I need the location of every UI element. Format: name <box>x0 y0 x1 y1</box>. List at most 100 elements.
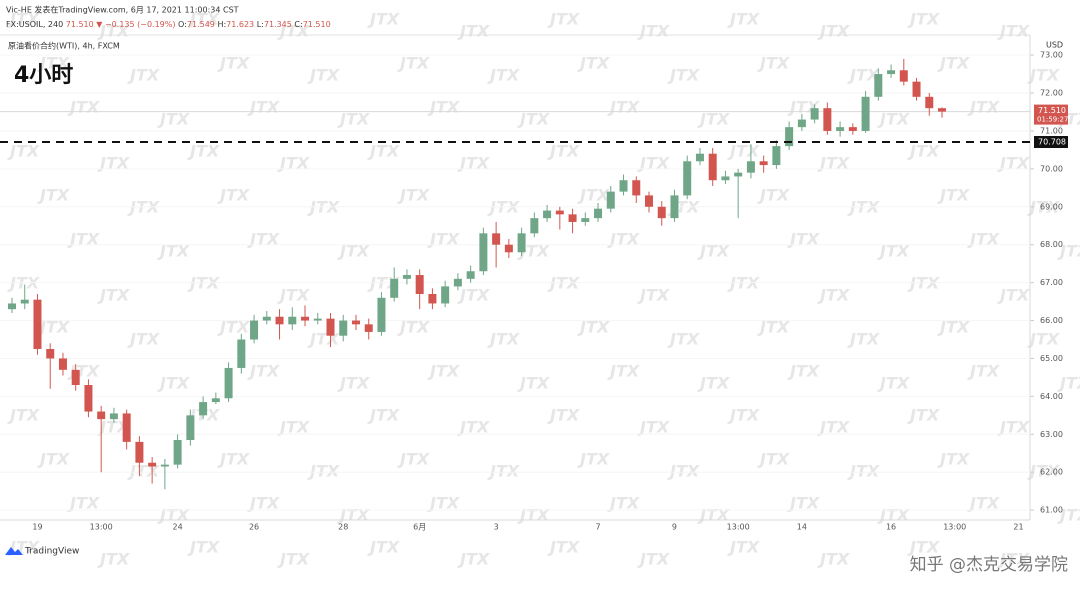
ohlc-value: 71.345 <box>264 20 292 29</box>
candle-body <box>632 180 641 196</box>
ohlc-value: 71.510 <box>303 20 331 29</box>
candle-body <box>581 218 590 222</box>
x-tick-label: 14 <box>797 523 807 532</box>
candle-body <box>759 161 768 166</box>
watermark: JTX <box>847 66 880 85</box>
watermark: JTX <box>907 142 940 161</box>
annotation: 4小时 <box>14 63 73 88</box>
x-tick-label: 16 <box>886 523 896 532</box>
candle-body <box>301 316 310 321</box>
candle-body <box>504 244 513 253</box>
watermark: JTX <box>427 98 460 117</box>
watermark: JTX <box>547 10 580 29</box>
watermark: JTX <box>937 186 970 205</box>
watermark: JTX <box>367 538 400 557</box>
x-tick-label: 13:00 <box>90 523 113 532</box>
watermark: JTX <box>1027 330 1060 349</box>
watermark: JTX <box>427 494 460 513</box>
watermark: JTX <box>727 142 760 161</box>
watermark: JTX <box>667 66 700 85</box>
plot <box>0 54 1030 511</box>
candle-body <box>810 108 819 120</box>
watermark: JTX <box>637 550 670 569</box>
candle-body <box>746 161 755 173</box>
candle-body <box>46 348 55 359</box>
level-label: 70.708 <box>1038 138 1066 147</box>
y-tick-label: 73.00 <box>1040 51 1063 60</box>
watermark: JTX <box>997 418 1030 437</box>
watermark: JTX <box>847 330 880 349</box>
watermark: JTX <box>697 506 730 525</box>
ohlc-key: L: <box>257 20 264 29</box>
watermark: JTX <box>67 98 100 117</box>
watermark: JTX <box>487 330 520 349</box>
candle-body <box>797 119 806 128</box>
watermark: JTX <box>97 418 130 437</box>
watermark: JTX <box>667 330 700 349</box>
watermark: JTX <box>1057 242 1080 261</box>
watermark: JTX <box>217 54 250 73</box>
candle-body <box>122 413 131 442</box>
watermark: JTX <box>457 286 490 305</box>
watermark: JTX <box>457 154 490 173</box>
candle-body <box>33 299 42 349</box>
chart-title: 原油看价合约(WTI), 4h, FXCM <box>8 41 120 51</box>
watermark: JTX <box>847 462 880 481</box>
watermark: JTX <box>1057 374 1080 393</box>
candle-body <box>734 172 743 177</box>
watermark: JTX <box>967 494 1000 513</box>
candle-body <box>441 286 450 304</box>
y-tick-label: 63.00 <box>1040 430 1063 439</box>
watermark: JTX <box>427 230 460 249</box>
watermark: JTX <box>517 506 550 525</box>
candle-body <box>97 411 106 420</box>
watermark: JTX <box>247 494 280 513</box>
watermark: JTX <box>487 462 520 481</box>
watermark: JTX <box>787 494 820 513</box>
candle-body <box>339 320 348 336</box>
watermark: JTX <box>97 286 130 305</box>
candle-body <box>160 464 169 467</box>
watermark: JTX <box>967 230 1000 249</box>
candle-body <box>377 297 386 332</box>
watermark: JTX <box>337 242 370 261</box>
watermark: JTX <box>967 98 1000 117</box>
candle-body <box>899 70 908 82</box>
candle-body <box>326 318 335 336</box>
watermark: JTX <box>1027 462 1060 481</box>
watermark: JTX <box>307 66 340 85</box>
candle-body <box>224 367 233 399</box>
x-tick-label: 24 <box>173 523 183 532</box>
last-price-box <box>1034 104 1068 125</box>
watermark: JTX <box>907 406 940 425</box>
watermark: JTX <box>277 154 310 173</box>
watermark: JTX <box>607 98 640 117</box>
candle-body <box>186 415 195 440</box>
candle-body <box>364 324 373 332</box>
y-tick-label: 70.00 <box>1040 164 1063 173</box>
level-label-box <box>1034 136 1068 149</box>
watermark: JTX <box>577 186 610 205</box>
watermark: JTX <box>37 450 70 469</box>
watermark: JTX <box>787 362 820 381</box>
x-tick-label: 13:00 <box>727 523 750 532</box>
watermark: JTX <box>127 330 160 349</box>
y-axis-label: USD <box>1046 41 1063 50</box>
watermark: JTX <box>757 450 790 469</box>
candle-body <box>683 161 692 196</box>
candle-body <box>606 191 615 209</box>
candle-body <box>517 233 526 253</box>
watermark: JTX <box>757 318 790 337</box>
x-tick-label: 19 <box>32 523 42 532</box>
watermark: JTX <box>277 22 310 41</box>
watermark: JTX <box>817 286 850 305</box>
y-tick-label: 61.00 <box>1040 506 1063 515</box>
watermark: JTX <box>997 286 1030 305</box>
watermark: JTX <box>817 154 850 173</box>
y-tick-label: 72.00 <box>1040 89 1063 98</box>
watermark: JTX <box>937 318 970 337</box>
candle-body <box>555 210 564 215</box>
watermark: JTX <box>397 186 430 205</box>
candle-body <box>836 127 845 131</box>
y-tick-label: 67.00 <box>1040 278 1063 287</box>
